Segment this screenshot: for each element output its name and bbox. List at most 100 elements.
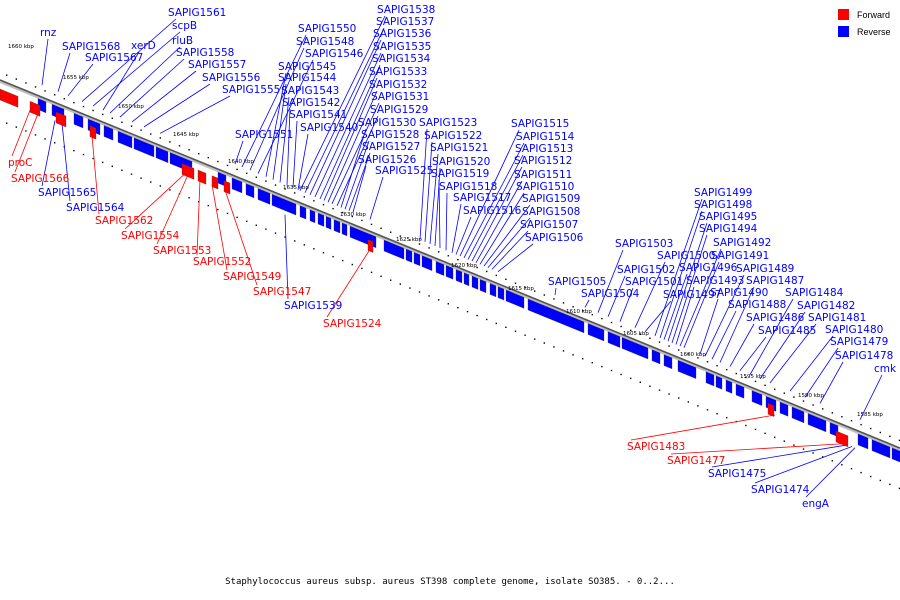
tick-label: 1655 kbp <box>63 75 89 81</box>
gene-label: SAPIG1557 <box>188 59 246 71</box>
gene-label: SAPIG1500 <box>657 250 715 262</box>
leader-line <box>683 261 720 348</box>
reverse-gene-arrow <box>607 331 621 348</box>
leader-line <box>487 217 531 268</box>
forward-swatch <box>838 9 849 20</box>
tick-label: 1645 kbp <box>173 132 199 138</box>
leader-line <box>630 414 776 441</box>
gene-label: SAPIG1561 <box>168 7 226 19</box>
gene-label: SAPIG1516 <box>463 205 522 217</box>
leader-line <box>859 374 883 420</box>
reverse-gene-arrow <box>527 298 585 334</box>
leader-line <box>754 446 853 484</box>
leader-line <box>131 70 197 123</box>
gene-label: SAPIG1495 <box>699 211 757 223</box>
gene-label: SAPIG1508 <box>522 206 580 218</box>
genome-caption: Staphylococcus aureus subsp. aureus ST39… <box>225 577 675 587</box>
leader-line <box>759 311 806 380</box>
gene-label: SAPIG1545 <box>278 61 336 73</box>
gene-label: SAPIG1543 <box>281 85 339 97</box>
genome-axis <box>0 79 900 449</box>
gene-label: SAPIG1485 <box>758 325 816 337</box>
gene-label: SAPIG1528 <box>361 129 419 141</box>
leader-line <box>299 15 386 191</box>
gene-label: SAPIG1507 <box>520 219 578 231</box>
gene-label: SAPIG1555 <box>222 84 280 96</box>
gene-label: SAPIG1553 <box>153 245 211 257</box>
leader-line <box>336 115 379 206</box>
forward-gene-arrow <box>835 430 849 448</box>
reverse-gene-arrow <box>333 219 341 234</box>
gene-label: SAPIG1475 <box>708 468 766 480</box>
inner-scale-dots <box>6 122 900 490</box>
forward-gene-arrow <box>181 163 195 180</box>
gene-label: SAPIG1493 <box>686 275 744 287</box>
gene-label: SAPIG1544 <box>278 72 337 84</box>
leader-line <box>445 192 448 251</box>
forward-gene-arrow <box>89 125 97 140</box>
leader-line <box>419 128 428 240</box>
gene-label: SAPIG1490 <box>710 287 768 299</box>
leader-line <box>81 18 177 102</box>
gene-label: SAPIG1567 <box>85 52 143 64</box>
leader-line <box>304 27 385 193</box>
leader-line <box>326 249 371 318</box>
reverse-gene-arrow <box>299 205 307 220</box>
gene-label: SAPIG1498 <box>694 199 752 211</box>
gene-label: SAPIG1514 <box>516 131 575 143</box>
leader-line <box>429 153 439 244</box>
leader-line <box>257 59 314 174</box>
leader-line <box>41 120 56 187</box>
reverse-gene-arrow <box>245 183 255 199</box>
gene-label: SAPIG1537 <box>376 16 434 28</box>
leader-line <box>704 274 745 357</box>
gene-label: SAPIG1512 <box>514 155 572 167</box>
leader-line <box>424 141 433 242</box>
tick-label: 1630 kbp <box>340 212 366 218</box>
reverse-gene-arrow <box>791 406 805 424</box>
leader-line <box>805 447 856 498</box>
leader-line <box>711 444 849 468</box>
leader-line <box>57 52 71 92</box>
gene-label: SAPIG1499 <box>694 187 752 199</box>
gene-label: SAPIG1533 <box>369 66 427 78</box>
gene-label: xerD <box>131 40 156 52</box>
gene-label: SAPIG1552 <box>193 256 251 268</box>
gene-label: SAPIG1521 <box>430 142 488 154</box>
gene-label: SAPIG1496 <box>679 262 738 274</box>
leader-line <box>663 273 688 340</box>
leader-line <box>348 152 371 211</box>
legend-forward: Forward <box>838 9 890 20</box>
reverse-gene-arrow <box>155 146 169 163</box>
gene-label: SAPIG1484 <box>785 287 844 299</box>
leader-line <box>309 39 382 195</box>
gene-label: SAPIG1520 <box>432 156 490 168</box>
reverse-gene-arrow <box>309 209 316 224</box>
gene-label: SAPIG1562 <box>95 215 153 227</box>
leader-line <box>471 166 523 262</box>
gene-label: SAPIG1478 <box>835 350 893 362</box>
gene-label: SAPIG1547 <box>253 286 311 298</box>
leader-line <box>634 261 666 328</box>
leader-line <box>719 286 755 363</box>
reverse-gene-arrow <box>271 194 297 216</box>
gene-label: SAPIG1515 <box>511 118 569 130</box>
leader-line <box>671 234 708 343</box>
leader-line <box>292 120 298 188</box>
leader-line <box>224 189 258 286</box>
leader-line <box>14 113 39 173</box>
gene-label: SAPIG1546 <box>305 48 364 60</box>
leader-line <box>749 298 794 375</box>
leader-line <box>675 286 695 345</box>
reverse-gene-arrow <box>751 390 763 406</box>
leader-line <box>497 243 534 272</box>
leader-line <box>463 142 525 258</box>
gene-label: SAPIG1558 <box>176 47 234 59</box>
leader-line <box>156 174 189 245</box>
leader-line <box>61 123 71 202</box>
forward-gene-arrow <box>211 175 219 190</box>
gene-label: SAPIG1554 <box>121 230 180 242</box>
leader-line <box>159 95 231 134</box>
leader-line <box>670 443 846 455</box>
